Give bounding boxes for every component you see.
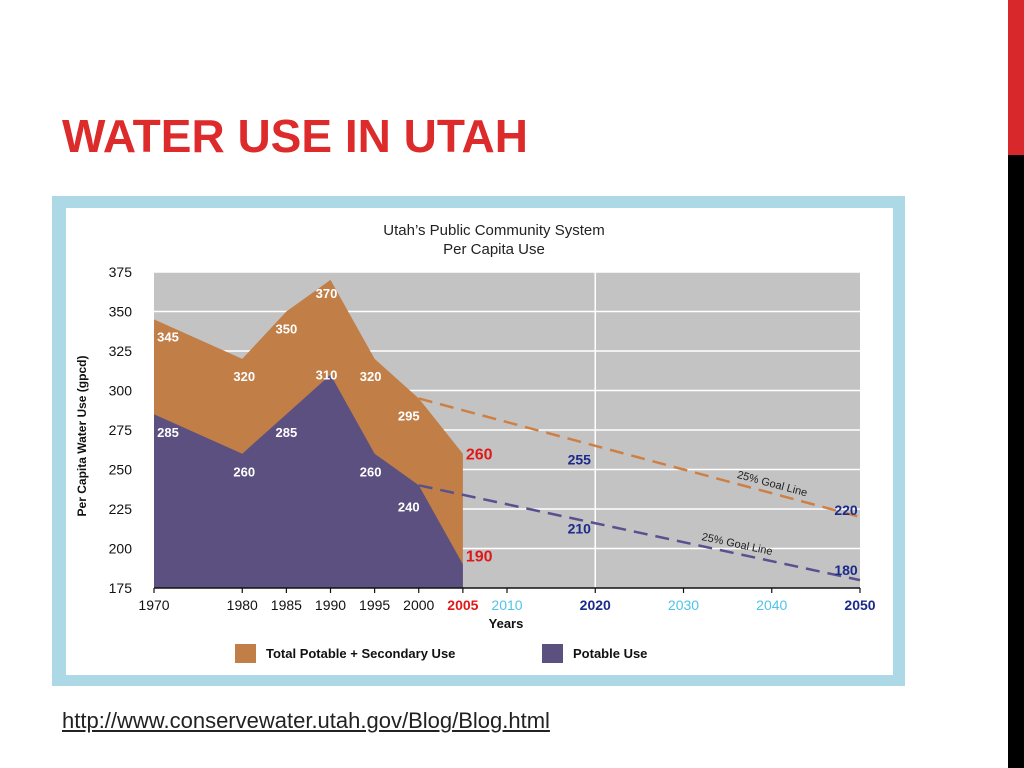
goal-value-2050-180: 180 bbox=[834, 562, 858, 578]
legend-label-potable: Potable Use bbox=[573, 646, 647, 661]
y-axis-label: Per Capita Water Use (gpcd) bbox=[75, 356, 89, 517]
legend-label-total: Total Potable + Secondary Use bbox=[266, 646, 455, 661]
side-accent-bar bbox=[1008, 0, 1024, 768]
y-tick-label-300: 300 bbox=[109, 383, 133, 399]
data-label-total-2005: 260 bbox=[466, 447, 493, 464]
x-tick-label-2040: 2040 bbox=[756, 597, 787, 613]
data-label-potable-1995: 260 bbox=[360, 465, 382, 480]
side-accent-red bbox=[1008, 0, 1024, 155]
goal-value-2020-255: 255 bbox=[568, 452, 592, 468]
x-tick-label-2010: 2010 bbox=[491, 597, 522, 613]
goal-value-2020-210: 210 bbox=[568, 521, 592, 537]
y-tick-label-175: 175 bbox=[109, 580, 133, 596]
goal-line-1 bbox=[418, 484, 861, 582]
data-label-total-1970: 345 bbox=[157, 329, 179, 344]
goal-value-2050-220: 220 bbox=[834, 502, 858, 518]
data-label-total-1985: 350 bbox=[276, 322, 298, 337]
area-potable bbox=[154, 374, 463, 588]
data-label-potable-2005: 190 bbox=[466, 549, 493, 566]
x-tick-label-1970: 1970 bbox=[138, 597, 169, 613]
slide-title: WATER USE IN UTAH bbox=[62, 110, 528, 162]
x-tick-label-2050: 2050 bbox=[844, 597, 875, 613]
data-label-potable-1990: 310 bbox=[316, 368, 338, 383]
legend-swatch-total bbox=[235, 644, 256, 663]
x-tick-label-1995: 1995 bbox=[359, 597, 390, 613]
source-link[interactable]: http://www.conservewater.utah.gov/Blog/B… bbox=[62, 708, 550, 733]
y-tick-label-200: 200 bbox=[109, 541, 133, 557]
data-label-potable-1980: 260 bbox=[233, 465, 255, 480]
legend-swatch-potable bbox=[542, 644, 563, 663]
chart-frame: Utah’s Public Community System Per Capit… bbox=[52, 196, 905, 686]
x-tick-label-2030: 2030 bbox=[668, 597, 699, 613]
y-tick-label-375: 375 bbox=[109, 264, 133, 280]
data-label-potable-2000: 240 bbox=[398, 499, 420, 514]
data-label-potable-1985: 285 bbox=[276, 425, 298, 440]
data-label-total-2000: 295 bbox=[398, 408, 420, 423]
y-tick-label-325: 325 bbox=[109, 343, 133, 359]
x-tick-label-1985: 1985 bbox=[271, 597, 302, 613]
x-tick-label-2020: 2020 bbox=[580, 597, 611, 613]
y-tick-label-350: 350 bbox=[109, 304, 133, 320]
y-tick-label-275: 275 bbox=[109, 422, 133, 438]
x-tick-label-2005: 2005 bbox=[447, 597, 478, 613]
x-tick-label-1980: 1980 bbox=[227, 597, 258, 613]
y-tick-label-250: 250 bbox=[109, 462, 133, 478]
side-accent-black bbox=[1008, 155, 1024, 768]
data-label-total-1995: 320 bbox=[360, 369, 382, 384]
x-tick-label-1990: 1990 bbox=[315, 597, 346, 613]
goal-line-0 bbox=[418, 397, 861, 519]
y-tick-label-225: 225 bbox=[109, 501, 133, 517]
data-label-total-1990: 370 bbox=[316, 286, 338, 301]
data-label-potable-1970: 285 bbox=[157, 425, 179, 440]
x-tick-label-2000: 2000 bbox=[403, 597, 434, 613]
x-axis-label: Years bbox=[489, 616, 524, 631]
chart-panel: Utah’s Public Community System Per Capit… bbox=[66, 208, 893, 675]
water-use-chart: Utah’s Public Community System Per Capit… bbox=[75, 222, 876, 663]
chart-subtitle: Per Capita Use bbox=[443, 241, 545, 258]
data-label-total-1980: 320 bbox=[233, 369, 255, 384]
chart-title: Utah’s Public Community System bbox=[383, 222, 604, 239]
